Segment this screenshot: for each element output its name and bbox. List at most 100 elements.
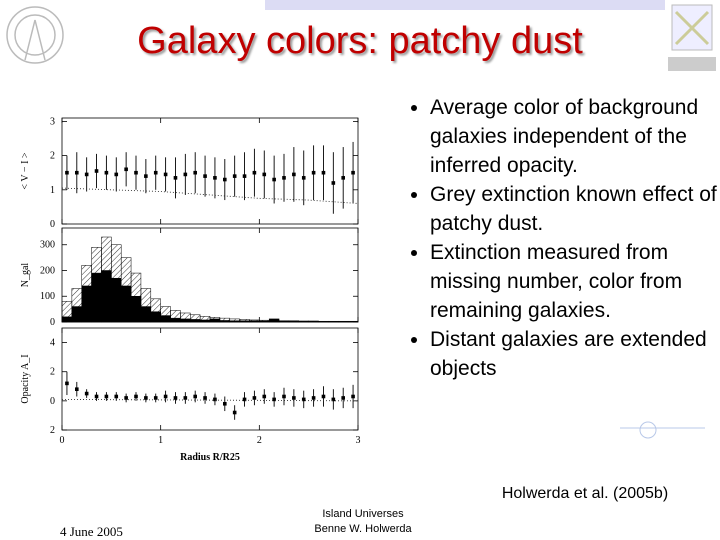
y-tick-label: 1	[50, 185, 55, 196]
y-axis-label: < V − I >	[20, 152, 31, 189]
hist-bar	[150, 311, 161, 323]
point	[193, 170, 197, 175]
bullet: Grey extinction known effect of patchy d…	[430, 180, 720, 238]
point	[331, 397, 336, 402]
y-tick-label: 200	[40, 265, 55, 276]
hist-bar	[298, 320, 309, 323]
slide-title: Galaxy colors: patchy dust	[137, 20, 583, 62]
hist-bar	[170, 317, 181, 323]
point	[94, 169, 99, 173]
y-tick-label: 2	[50, 367, 55, 378]
point	[124, 396, 128, 400]
point	[232, 174, 237, 178]
y-tick-label: 0	[50, 219, 55, 230]
point	[203, 174, 207, 178]
decor-lines	[620, 421, 705, 439]
x-tick-label: 2	[257, 435, 262, 446]
point	[84, 172, 89, 177]
point	[144, 396, 148, 400]
point	[94, 394, 99, 399]
point	[173, 176, 178, 180]
point	[311, 396, 316, 400]
y-tick-label: 2	[50, 151, 55, 162]
hist-bar	[209, 318, 221, 323]
point	[104, 394, 109, 399]
point	[252, 170, 257, 175]
hist-bar	[91, 272, 102, 323]
point	[252, 396, 257, 400]
footer-date: 4 June 2005	[60, 524, 123, 539]
hist-bar	[308, 320, 319, 323]
bullet: Distant galaxies are extended objects	[430, 325, 720, 383]
point	[75, 170, 79, 175]
point	[282, 176, 286, 180]
hist-bar	[219, 320, 230, 323]
panel-frame	[61, 117, 359, 225]
point	[341, 176, 345, 180]
point	[114, 394, 119, 399]
point	[223, 177, 227, 182]
hist-bar	[180, 318, 191, 323]
y-tick-label: 2	[50, 425, 55, 436]
point	[213, 176, 217, 180]
point	[232, 410, 237, 415]
x-tick-label: 3	[356, 435, 361, 446]
x-axis-label: Radius R/R25	[180, 452, 240, 463]
point	[153, 170, 158, 175]
citation: Holwerda et al. (2005b)	[501, 485, 669, 502]
point	[173, 396, 178, 400]
hist-bar	[81, 285, 92, 323]
hist-bar	[229, 320, 240, 323]
bullet: Extinction measured from missing number,…	[430, 238, 720, 325]
point	[223, 401, 227, 406]
hist-bar	[160, 315, 171, 323]
hist-bar	[111, 277, 122, 323]
point	[114, 172, 119, 177]
point	[134, 170, 138, 175]
point	[134, 394, 138, 399]
footer-line: Benne W. Holwerda	[314, 523, 412, 535]
y-tick-label: 100	[40, 291, 55, 302]
point	[163, 394, 168, 399]
point	[262, 172, 267, 177]
footer-line: Island Universes	[322, 508, 404, 520]
point	[163, 172, 168, 177]
point	[262, 394, 267, 399]
point	[183, 396, 188, 400]
hist-bar	[101, 270, 112, 323]
point	[144, 174, 148, 178]
point	[183, 172, 188, 177]
point	[282, 394, 286, 399]
hist-bar	[288, 320, 300, 323]
x-tick-label: 0	[60, 435, 65, 446]
bullet-list: Average color of background galaxies ind…	[404, 93, 720, 383]
point	[321, 394, 326, 399]
point	[193, 394, 197, 399]
point	[341, 396, 345, 400]
hist-bar	[278, 320, 290, 323]
y-tick-label: 3	[50, 116, 55, 127]
point	[65, 170, 69, 175]
header-bar	[265, 0, 665, 10]
bullet: Average color of background galaxies ind…	[430, 93, 720, 180]
y-axis-label: Opacity A_I	[20, 354, 31, 403]
point	[331, 181, 336, 185]
y-tick-label: 0	[50, 396, 55, 407]
point	[292, 172, 296, 177]
hist-bar	[318, 321, 329, 323]
hist-bar	[259, 320, 270, 323]
point	[321, 170, 326, 175]
point	[242, 174, 247, 178]
point	[124, 167, 128, 172]
y-tick-label: 4	[50, 338, 55, 349]
dotted-line	[61, 398, 359, 402]
footer-event: Island Universes Benne W. Holwerda	[290, 507, 436, 537]
x-tick-label: 1	[158, 435, 163, 446]
point	[351, 394, 355, 399]
panel-frame	[61, 327, 359, 431]
point	[84, 391, 89, 396]
point	[153, 396, 158, 400]
